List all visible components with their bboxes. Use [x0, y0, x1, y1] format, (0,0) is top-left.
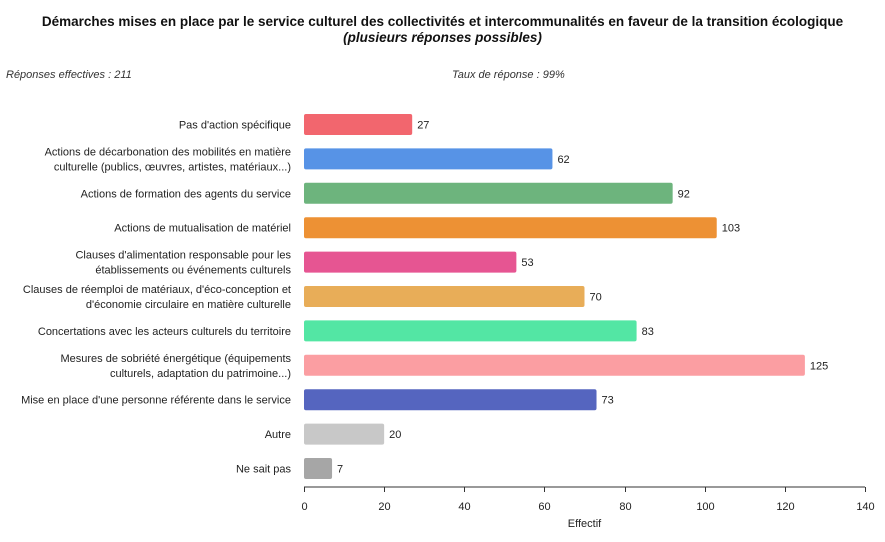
category-label: Ne sait pas: [236, 464, 292, 476]
bar-7: [304, 320, 637, 342]
bar-value-label: 125: [810, 360, 828, 372]
chart-title-italic: (plusieurs réponses possibles): [343, 30, 542, 45]
response-rate: Taux de réponse : 99%: [452, 69, 565, 81]
category-label: d'économie circulaire en matière culture…: [86, 299, 291, 311]
category-label: Concertations avec les acteurs culturels…: [38, 326, 291, 338]
bar-5: [304, 251, 517, 273]
x-tick-label: 0: [301, 501, 307, 513]
x-tick-label: 80: [619, 501, 631, 513]
bar-value-label: 83: [642, 326, 654, 338]
bar-6: [304, 286, 585, 307]
category-label: Mise en place d'une personne référente d…: [21, 395, 291, 407]
category-label: Clauses d'alimentation responsable pour …: [75, 250, 291, 262]
category-label: Clauses de réemploi de matériaux, d'éco-…: [23, 284, 291, 296]
category-label: Actions de mutualisation de matériel: [114, 223, 291, 235]
bar-2: [304, 148, 553, 170]
x-tick-label: 140: [856, 501, 874, 513]
bar-value-label: 103: [722, 223, 740, 235]
bar-3: [304, 182, 673, 204]
chart-title: Démarches mises en place par le service …: [10, 14, 875, 46]
category-label: établissements ou événements culturels: [95, 265, 291, 277]
bar-value-label: 70: [590, 292, 602, 304]
category-label: culturelle (publics, œuvres, artistes, m…: [54, 161, 291, 173]
category-label: Mesures de sobriété énergétique (équipem…: [60, 353, 291, 365]
bar-value-label: 73: [602, 395, 614, 407]
x-tick-label: 40: [458, 501, 470, 513]
x-tick-label: 20: [378, 501, 390, 513]
bar-value-label: 7: [337, 464, 343, 476]
bar-value-label: 62: [557, 154, 569, 166]
bar-8: [304, 354, 805, 376]
bar-9: [304, 389, 597, 411]
x-tick-label: 60: [538, 501, 550, 513]
bar-1: [304, 114, 413, 135]
bar-10: [304, 423, 385, 445]
category-label: Autre: [265, 429, 291, 441]
bar-value-label: 27: [417, 120, 429, 132]
category-label: Pas d'action spécifique: [179, 120, 291, 132]
bar-value-label: 53: [521, 257, 533, 269]
category-label: Actions de formation des agents du servi…: [81, 188, 291, 200]
bar-value-label: 20: [389, 429, 401, 441]
bar-value-label: 92: [678, 188, 690, 200]
category-label: culturels, adaptation du patrimoine...): [110, 368, 291, 380]
bar-11: [304, 458, 333, 479]
bar-4: [304, 217, 717, 239]
responses-count: Réponses effectives : 211: [6, 69, 132, 81]
chart-title-main: Démarches mises en place par le service …: [41, 14, 844, 29]
x-axis-title: Effectif: [568, 518, 602, 530]
x-tick-label: 120: [776, 501, 794, 513]
category-label: Actions de décarbonation des mobilités e…: [45, 146, 291, 158]
x-tick-label: 100: [696, 501, 714, 513]
